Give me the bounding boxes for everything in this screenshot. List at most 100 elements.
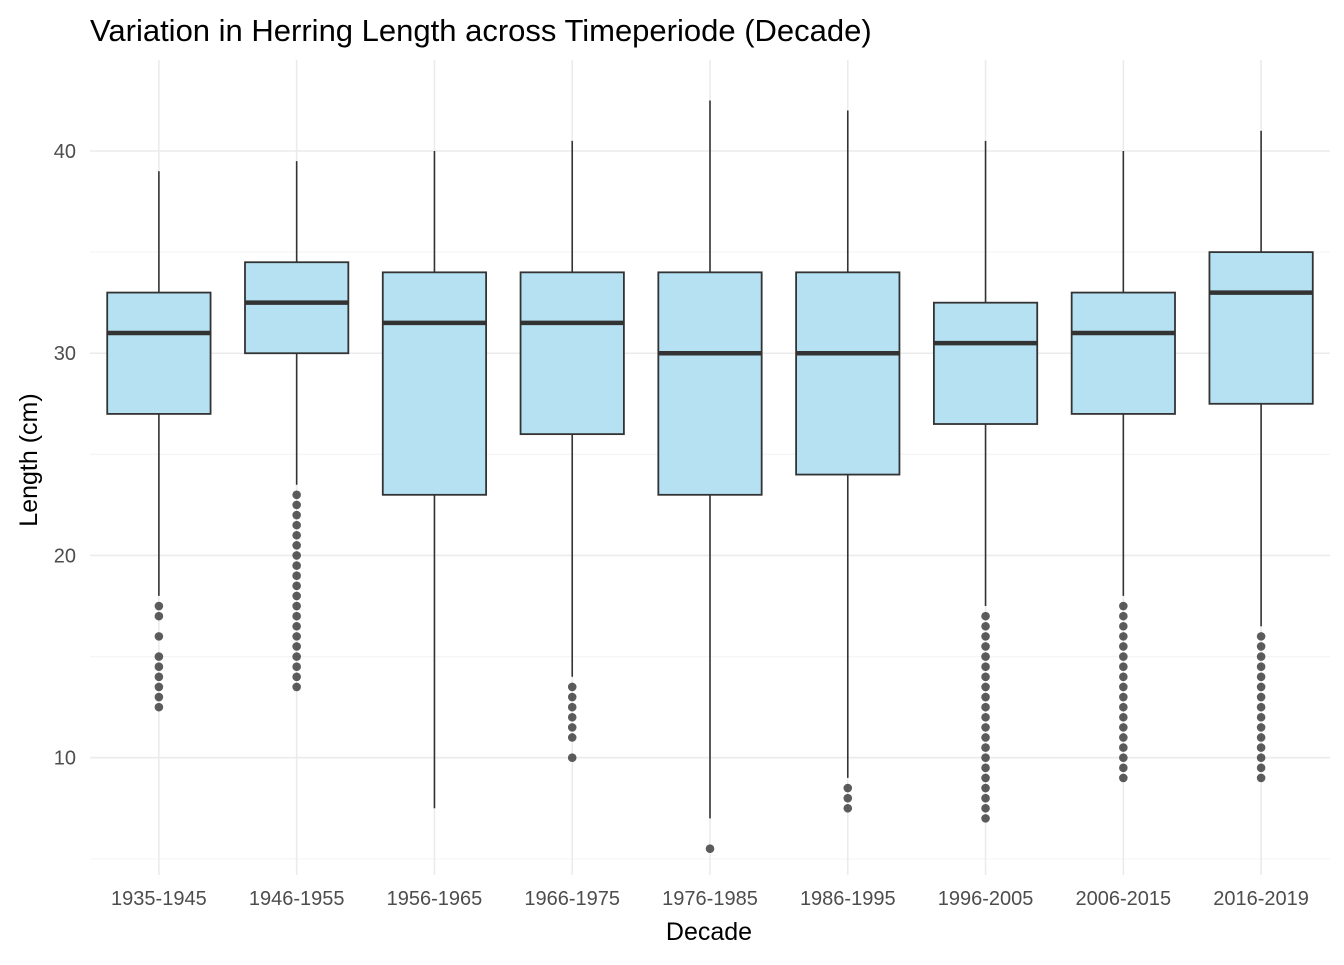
outlier-point (981, 783, 990, 793)
outlier-point (567, 702, 577, 712)
x-tick-label: 1946-1955 (249, 888, 345, 910)
outlier-point (567, 682, 577, 692)
outlier-point (1119, 621, 1128, 631)
box-iqr (1208, 251, 1314, 405)
outlier-point (1256, 632, 1266, 641)
outlier-point (1119, 733, 1128, 742)
outlier-point (981, 632, 990, 641)
outlier-point (981, 733, 990, 742)
outlier-point (154, 702, 164, 712)
outlier-point (292, 520, 301, 530)
boxes (106, 100, 1314, 854)
outlier-point (1256, 692, 1266, 702)
outlier-point (1119, 672, 1128, 682)
outlier-point (1256, 733, 1266, 742)
outlier-point (981, 672, 990, 682)
outlier-point (292, 672, 301, 682)
outlier-point (1119, 642, 1128, 651)
x-tick-label: 1935-1945 (111, 888, 207, 910)
outlier-point (1119, 632, 1128, 641)
outlier-point (843, 793, 853, 803)
outlier-point (981, 652, 990, 661)
outlier-point (154, 601, 164, 611)
outlier-point (981, 763, 990, 773)
outlier-point (981, 743, 990, 752)
outlier-point (981, 814, 990, 823)
outlier-point (1119, 652, 1128, 661)
outlier-point (1256, 743, 1266, 752)
outlier-point (292, 551, 301, 560)
outlier-point (981, 723, 990, 732)
outlier-point (981, 793, 990, 803)
outlier-point (1119, 601, 1128, 611)
outlier-point (1256, 662, 1266, 671)
outlier-point (1119, 763, 1128, 773)
box-1935-1945 (106, 171, 212, 712)
x-tick-label: 1986-1995 (800, 888, 896, 910)
box-1946-1955 (244, 161, 350, 692)
outlier-point (1119, 692, 1128, 702)
box-1976-1985 (657, 100, 763, 854)
outlier-point (154, 672, 164, 682)
outlier-point (567, 733, 577, 742)
box-iqr (519, 271, 625, 436)
outlier-point (1119, 773, 1128, 783)
outlier-point (1119, 712, 1128, 722)
x-tick-label: 2016-2019 (1213, 888, 1309, 910)
outlier-point (154, 632, 164, 641)
outlier-point (292, 601, 301, 611)
outlier-point (154, 611, 164, 621)
outlier-point (292, 632, 301, 641)
outlier-point (981, 712, 990, 722)
outlier-point (705, 844, 715, 854)
y-tick-label: 40 (54, 141, 76, 163)
outlier-point (981, 621, 990, 631)
x-axis-ticks: 1935-1945 1946-1955 1956-1965 1966-1975 1976… (111, 888, 1309, 910)
outlier-point (1256, 723, 1266, 732)
y-tick-label: 20 (54, 545, 76, 567)
outlier-point (1119, 753, 1128, 763)
x-tick-label: 1976-1985 (662, 888, 758, 910)
box-1986-1995 (795, 110, 901, 813)
outlier-point (292, 682, 301, 692)
x-tick-label: 1966-1975 (524, 888, 620, 910)
x-tick-label: 1996-2005 (938, 888, 1034, 910)
box-iqr (657, 271, 763, 496)
outlier-point (1256, 642, 1266, 651)
y-axis-title: Length (cm) (15, 393, 43, 526)
outlier-point (981, 753, 990, 763)
box-iqr (795, 271, 901, 476)
outlier-point (981, 662, 990, 671)
x-tick-label: 2006-2015 (1076, 888, 1172, 910)
outlier-point (154, 662, 164, 671)
outlier-point (1119, 702, 1128, 712)
outlier-point (567, 692, 577, 702)
outlier-point (292, 530, 301, 540)
outlier-point (292, 510, 301, 520)
outlier-point (292, 490, 301, 500)
outlier-point (1119, 723, 1128, 732)
outlier-point (292, 591, 301, 601)
outlier-point (843, 783, 853, 793)
outlier-point (1256, 763, 1266, 773)
box-iqr (932, 301, 1039, 425)
outlier-point (292, 621, 301, 631)
outlier-point (292, 611, 301, 621)
outlier-point (154, 682, 164, 692)
outlier-point (292, 541, 301, 550)
outlier-point (292, 642, 301, 651)
y-tick-label: 30 (54, 343, 76, 365)
outlier-point (981, 692, 990, 702)
box-2006-2015 (1070, 151, 1176, 783)
outlier-point (981, 642, 990, 651)
outlier-point (292, 662, 301, 671)
box-1966-1975 (519, 140, 625, 763)
outlier-point (981, 682, 990, 692)
outlier-point (292, 571, 301, 580)
outlier-point (292, 561, 301, 570)
outlier-point (1119, 682, 1128, 692)
outlier-point (981, 702, 990, 712)
outlier-point (1256, 712, 1266, 722)
outlier-point (154, 652, 164, 661)
